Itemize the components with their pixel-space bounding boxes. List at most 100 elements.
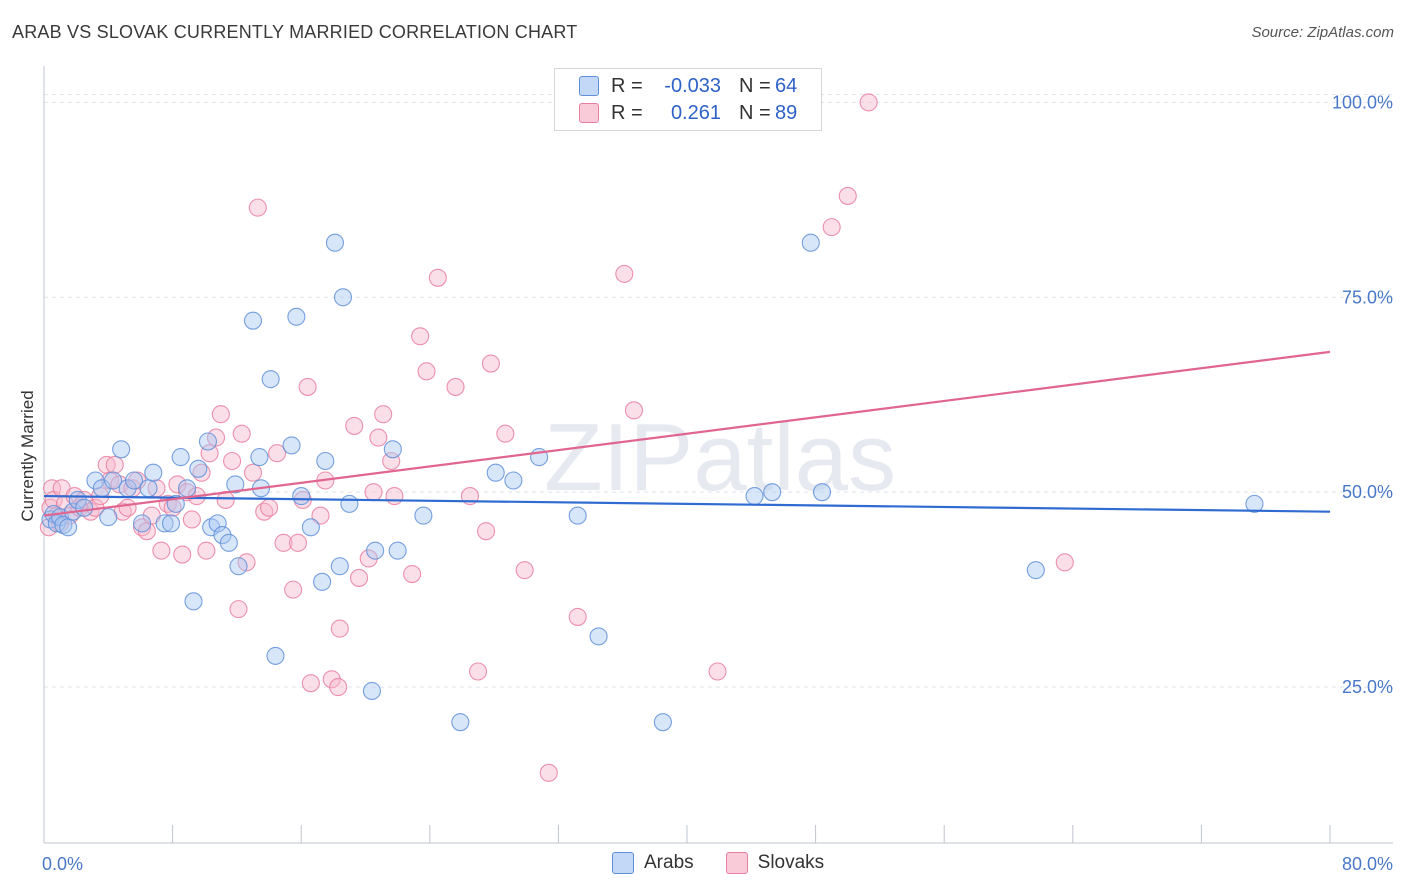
slovak-point [624, 401, 644, 420]
y-tick-label: 25.0% [1342, 677, 1393, 697]
slovak-point [539, 763, 558, 782]
arab-point [250, 448, 269, 467]
n-value: 64 [775, 74, 798, 97]
axes [43, 66, 1393, 844]
arab-point [189, 459, 208, 478]
arab-point [653, 713, 672, 732]
arab-point [184, 592, 203, 611]
slovaks-trend-line [43, 350, 1331, 517]
slovak-point [477, 522, 496, 541]
slovak-point [345, 416, 364, 435]
legend-item-arabs: Arabs [612, 852, 694, 874]
arab-point [282, 436, 301, 455]
slovak-point [382, 451, 401, 471]
arab-point [301, 518, 320, 537]
arab-point [54, 515, 73, 534]
slovak-point [468, 662, 488, 681]
arab-point [243, 311, 263, 330]
slovak-point [330, 619, 349, 638]
slovaks-legend-label: Slovaks [757, 852, 825, 873]
slovaks-swatch [579, 103, 599, 123]
slovaks-legend-swatch [725, 852, 748, 874]
slovak-point [211, 405, 230, 424]
slovak-point [168, 475, 187, 494]
arab-point [383, 440, 402, 459]
arab-point [451, 713, 470, 732]
gridlines [44, 94, 1393, 688]
arab-point [388, 541, 407, 560]
y-tick-label: 75.0% [1342, 287, 1393, 307]
arab-point [333, 288, 353, 307]
slovak-point [259, 498, 279, 517]
slovak-point [615, 264, 634, 283]
arab-point [155, 514, 174, 533]
x-tick-min: 0.0% [42, 854, 83, 874]
legend-item-slovaks: Slovaks [725, 852, 825, 874]
arab-point [75, 498, 94, 517]
slovak-point [428, 268, 447, 287]
r-value: 0.261 [670, 101, 721, 124]
slovak-point [298, 377, 317, 396]
arab-point [266, 646, 285, 665]
slovaks-points [39, 93, 1074, 782]
slovak-point [374, 405, 393, 424]
r-value: -0.033 [664, 74, 721, 97]
arab-point [144, 463, 163, 482]
slovak-point [243, 463, 263, 482]
slovak-point [311, 506, 330, 525]
arab-point [504, 471, 523, 490]
slovak-point [364, 483, 383, 502]
slovak-point [268, 444, 287, 463]
arab-point [104, 471, 123, 490]
arab-point [745, 487, 764, 506]
slovak-point [288, 533, 308, 552]
slovak-point [838, 186, 857, 205]
slovak-point [411, 327, 430, 346]
arabs-trend-line [43, 494, 1331, 513]
arab-point [589, 627, 608, 646]
n-value: 89 [775, 101, 798, 124]
y-tick-label: 50.0% [1342, 482, 1393, 502]
slovak-point [350, 568, 369, 587]
arab-point [313, 572, 332, 591]
arab-point [801, 233, 820, 252]
slovak-point [105, 455, 124, 474]
slovak-point [200, 444, 219, 463]
n-label: N = [739, 74, 771, 97]
source-label: Source: ZipAtlas.com [1251, 24, 1394, 41]
arabs-swatch [579, 76, 599, 96]
slovak-point [403, 564, 422, 584]
arab-point [229, 557, 248, 576]
arab-point [139, 479, 158, 498]
arab-point [414, 506, 433, 525]
slovak-point [496, 424, 515, 443]
arab-point [366, 541, 385, 560]
slovak-point [197, 541, 216, 560]
y-tick-label: 100.0% [1332, 92, 1393, 112]
arab-point [340, 494, 359, 513]
slovak-point [173, 545, 192, 564]
arab-point [112, 440, 131, 459]
slovak-point [329, 678, 348, 697]
slovak-point [481, 354, 500, 373]
arab-point [198, 432, 218, 451]
slovak-point [284, 580, 303, 599]
arab-point [568, 506, 587, 525]
arab-point [763, 483, 782, 502]
arab-point [226, 475, 245, 494]
y-tick-labels: 25.0% 50.0% 75.0% 100.0% [1332, 92, 1393, 697]
arab-point [330, 557, 349, 576]
slovak-point [385, 487, 404, 506]
arab-point [325, 233, 345, 252]
slovak-point [118, 498, 137, 517]
slovak-point [232, 424, 251, 443]
arab-point [362, 681, 381, 701]
slovak-point [708, 662, 727, 681]
arab-point [1026, 561, 1045, 580]
slovak-point [229, 600, 248, 619]
slovak-point [1055, 553, 1074, 572]
slovak-point [515, 561, 534, 580]
arabs-points [41, 233, 1264, 732]
legend-row-slovaks: R = 0.261 N = 89 [579, 101, 797, 125]
r-label: R = [611, 101, 643, 124]
